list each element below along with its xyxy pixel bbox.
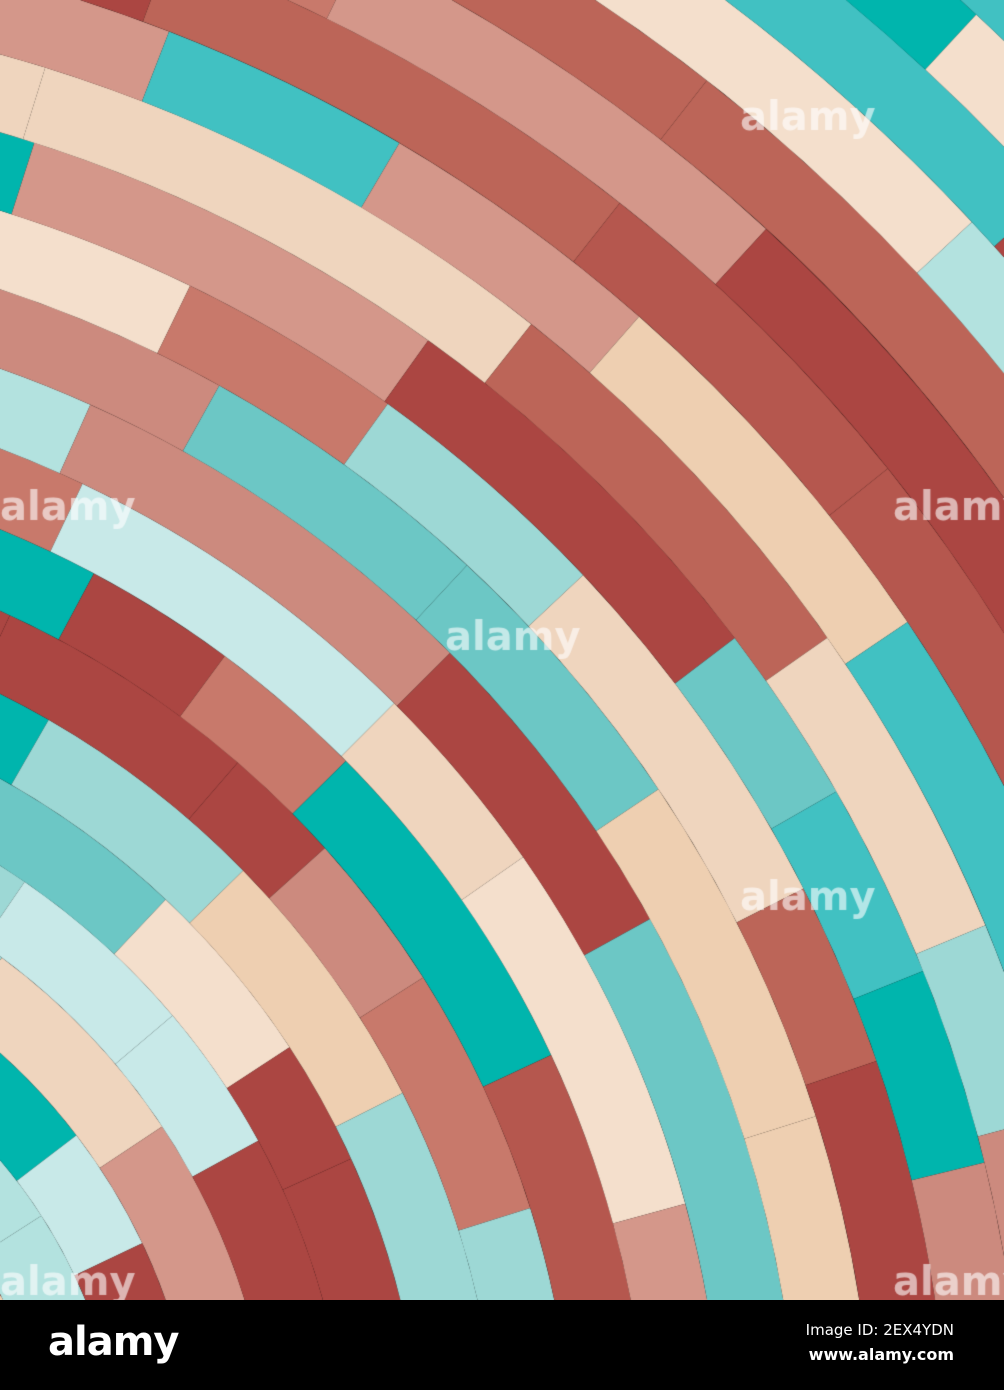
footer-bar: alamy Image ID: 2EX4YDN www.alamy.com <box>0 1300 1004 1390</box>
alamy-logo: alamy <box>48 1319 179 1365</box>
site-url[interactable]: www.alamy.com <box>808 1345 954 1364</box>
image-id: Image ID: 2EX4YDN <box>805 1321 954 1339</box>
abstract-arc-pattern <box>0 0 1004 1300</box>
